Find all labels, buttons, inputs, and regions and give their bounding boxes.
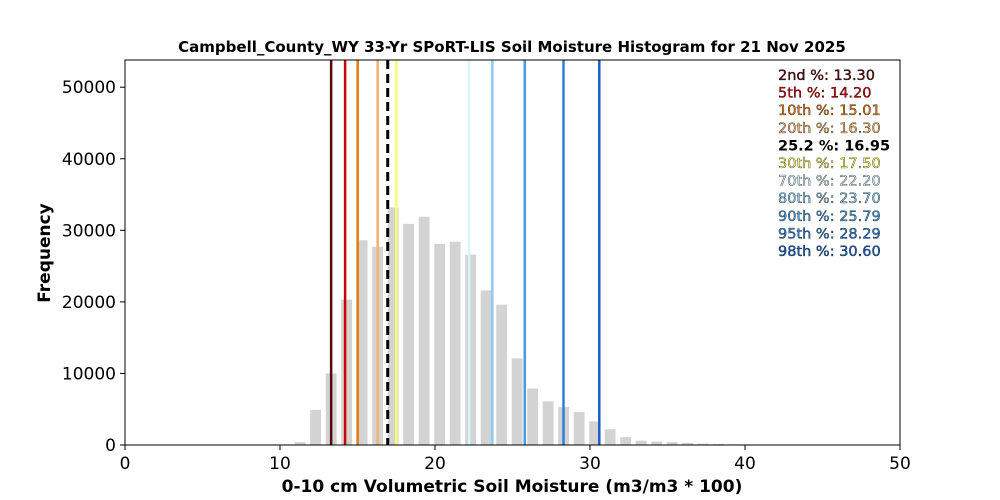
histogram-bar (449, 241, 461, 445)
percentile-label: 90th %: 25.79 (778, 209, 881, 225)
histogram-bar (341, 299, 353, 445)
x-tick-label: 20 (424, 454, 446, 474)
y-tick-label: 30000 (62, 221, 116, 241)
chart-title: Campbell_County_WY 33-Yr SPoRT-LIS Soil … (178, 38, 846, 56)
percentile-label: 70th %: 22.20 (778, 174, 881, 190)
x-tick-label: 10 (269, 454, 291, 474)
y-axis-label: Frequency (35, 203, 55, 303)
y-tick-label: 10000 (62, 364, 116, 384)
histogram-bar (635, 440, 647, 445)
x-ticks: 0 10 20 30 40 50 (120, 445, 911, 474)
y-tick-label: 20000 (62, 293, 116, 313)
bars-layer (294, 207, 756, 445)
histogram-bar (465, 254, 477, 445)
histogram-bar (542, 401, 554, 445)
histogram-bar (589, 421, 601, 445)
histogram-bar (403, 223, 415, 445)
histogram-bar (418, 216, 430, 445)
y-tick-label: 40000 (62, 150, 116, 170)
y-tick-label: 50000 (62, 78, 116, 98)
histogram-bar (434, 243, 446, 445)
x-tick-label: 40 (734, 454, 756, 474)
percentile-label: 10th %: 15.01 (778, 103, 881, 119)
histogram-bar (480, 290, 492, 445)
y-ticks: 0 10000 20000 30000 40000 50000 (62, 78, 125, 456)
histogram-bar (310, 409, 322, 445)
percentile-label: 20th %: 16.30 (778, 121, 881, 137)
histogram-bar (604, 429, 616, 445)
histogram-bar (620, 437, 632, 445)
histogram-bar (511, 358, 523, 445)
current-value-label: 25.2 %: 16.95 (778, 138, 890, 154)
percentile-label: 80th %: 23.70 (778, 191, 881, 207)
histogram-bar (527, 388, 539, 445)
x-axis-label: 0-10 cm Volumetric Soil Moisture (m3/m3 … (282, 477, 743, 497)
y-tick-label: 0 (105, 436, 116, 456)
percentile-label: 2nd %: 13.30 (778, 68, 875, 84)
x-tick-label: 30 (579, 454, 601, 474)
percentile-label: 98th %: 30.60 (778, 244, 881, 260)
histogram-bar (387, 207, 399, 445)
x-tick-label: 0 (120, 454, 131, 474)
percentile-label: 30th %: 17.50 (778, 156, 881, 172)
histogram-bar (713, 443, 725, 445)
percentile-lines-layer (329, 60, 601, 445)
histogram-bar (666, 442, 678, 445)
histogram-bar (356, 240, 368, 445)
histogram-bar (651, 441, 663, 445)
x-tick-label: 50 (889, 454, 911, 474)
histogram-bar (682, 442, 694, 445)
histogram-bar (294, 442, 306, 445)
histogram-bar (573, 412, 585, 445)
histogram-bar (697, 443, 709, 445)
percentile-label: 5th %: 14.20 (778, 86, 872, 102)
percentile-label: 95th %: 28.29 (778, 226, 881, 242)
plot-frame (124, 59, 901, 446)
histogram-bar (496, 304, 508, 445)
